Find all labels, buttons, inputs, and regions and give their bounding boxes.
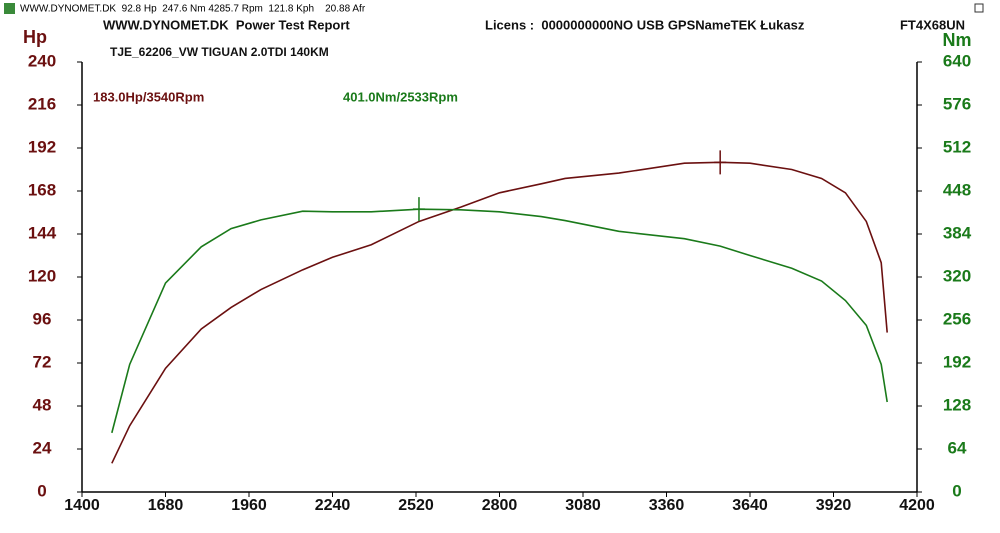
- x-tick-label: 3360: [649, 497, 685, 514]
- y-tick-label: 120: [28, 266, 56, 285]
- y2-tick-label: 192: [943, 352, 971, 371]
- series-line: [111, 208, 888, 434]
- x-tick-label: 3080: [565, 497, 601, 514]
- y2-tick-label: 576: [943, 94, 971, 113]
- y-tick-label: 72: [33, 352, 52, 371]
- x-tick-label: 3920: [816, 497, 852, 514]
- y-tick-label: 0: [37, 481, 46, 500]
- x-tick-label: 3640: [732, 497, 768, 514]
- code: FT4X68UN: [900, 17, 965, 32]
- x-tick-label: 2520: [398, 497, 434, 514]
- x-tick-label: 1400: [64, 497, 100, 514]
- chart-title: WWW.DYNOMET.DK Power Test Report: [103, 17, 350, 32]
- window-controls[interactable]: [974, 3, 984, 13]
- y2-tick-label: 384: [943, 223, 972, 242]
- y-tick-label: 24: [33, 438, 52, 457]
- y2-tick-label: 128: [943, 395, 971, 414]
- y-tick-label: 192: [28, 137, 56, 156]
- y2-tick-label: 256: [943, 309, 971, 328]
- annotation: 183.0Hp/3540Rpm: [93, 89, 204, 104]
- license: Licens : 0000000000NO USB GPSNameTEK Łuk…: [485, 17, 805, 32]
- y-tick-label: 216: [28, 94, 56, 113]
- y-tick-label: 240: [28, 51, 56, 70]
- x-tick-label: 4200: [899, 497, 935, 514]
- x-tick-label: 1960: [231, 497, 267, 514]
- subtitle: TJE_62206_VW TIGUAN 2.0TDI 140KM: [110, 45, 329, 59]
- y2-tick-label: 512: [943, 137, 971, 156]
- window-title: WWW.DYNOMET.DK 92.8 Hp 247.6 Nm 4285.7 R…: [20, 4, 366, 15]
- y-tick-label: 96: [33, 309, 52, 328]
- y2-axis-label: Nm: [942, 30, 971, 50]
- y2-tick-label: 320: [943, 266, 971, 285]
- peak-marker: [714, 150, 727, 175]
- y-axis-label: Hp: [23, 27, 47, 47]
- peak-marker: [412, 197, 425, 222]
- y2-tick-label: 0: [952, 481, 961, 500]
- y2-tick-label: 448: [943, 180, 971, 199]
- y-tick-label: 48: [33, 395, 52, 414]
- restore-button[interactable]: [974, 3, 984, 13]
- x-tick-label: 2240: [315, 497, 351, 514]
- annotation: 401.0Nm/2533Rpm: [343, 89, 458, 104]
- app-icon: [4, 3, 15, 14]
- y-tick-label: 144: [28, 223, 57, 242]
- series-line: [111, 161, 888, 464]
- y2-tick-label: 64: [948, 438, 967, 457]
- x-tick-label: 1680: [148, 497, 184, 514]
- x-tick-label: 2800: [482, 497, 518, 514]
- y-tick-label: 168: [28, 180, 56, 199]
- y2-tick-label: 640: [943, 51, 971, 70]
